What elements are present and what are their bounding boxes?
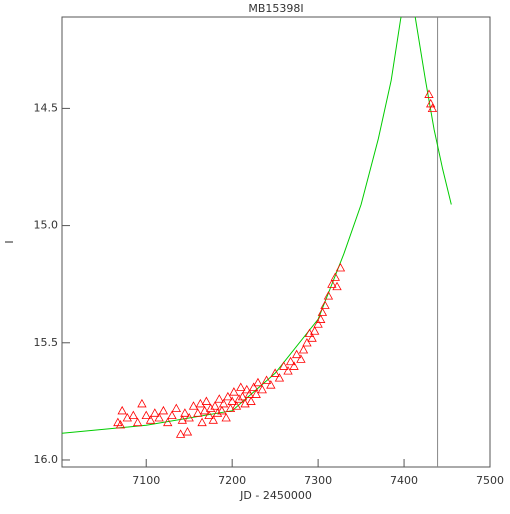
data-point [184,412,194,422]
data-point [330,272,340,281]
x-tick-label: 7400 [390,474,418,487]
y-tick-label: 14.5 [34,101,59,114]
data-point [188,401,199,410]
data-point [270,368,280,377]
data-point [208,415,218,424]
data-point [154,412,164,422]
data-point [171,403,181,413]
data-point [204,410,214,420]
data-point [122,412,132,422]
data-point [234,394,244,403]
data-point [283,366,293,375]
x-tick-label: 7100 [132,474,160,487]
plot-frame [61,16,491,468]
data-point [307,333,317,342]
data-point [248,382,259,391]
x-tick-label: 7300 [304,474,332,487]
data-point [212,408,223,417]
data-point [231,401,242,410]
data-point [335,262,346,272]
data-point [214,394,224,403]
data-point [289,361,299,370]
data-point [115,419,126,429]
data-point [274,373,285,382]
y-tick-label: 16.0 [34,453,59,466]
data-point [229,387,239,396]
data-point [218,398,229,408]
data-point [332,281,342,291]
data-point [242,384,252,394]
data-point [320,300,330,309]
data-point [261,375,272,384]
data-point [246,396,256,405]
data-point [302,337,312,347]
data-point [285,356,296,366]
y-tick-label: 15.0 [34,219,59,232]
data-point [251,389,261,398]
chart-title: MB15398I [248,2,303,15]
data-point [253,377,263,387]
data-point [257,384,267,394]
data-point [291,349,302,359]
data-point [309,326,320,335]
data-point [206,403,216,413]
data-point [298,344,309,354]
data-point [193,408,203,417]
data-point [296,354,306,363]
data-point [197,417,207,427]
data-point [199,405,210,415]
data-point [327,279,337,288]
y-tick-label: 15.5 [34,336,59,349]
data-point [236,382,246,391]
data-point [137,398,147,408]
data-point [210,401,220,410]
data-point [313,319,323,328]
data-point [177,415,188,424]
data-point [223,391,233,401]
data-point [427,103,438,113]
data-point [132,417,143,427]
data-point [163,417,173,427]
data-point [201,396,212,405]
x-axis-label: JD - 2450000 [239,489,312,502]
data-point [227,396,237,405]
data-point [266,380,276,389]
data-point [323,291,334,300]
data-point [158,405,169,415]
data-point [424,89,434,98]
data-point [237,391,248,401]
data-point [279,361,289,370]
data-point [221,412,231,422]
data-point [240,398,250,408]
data-point [167,410,177,420]
data-point [117,405,127,415]
plot-area [62,17,452,467]
data-point [150,408,160,417]
data-point [175,429,186,438]
data-point [141,410,151,420]
data-point [128,410,139,420]
x-tick-label: 7500 [476,474,504,487]
data-point [180,408,190,417]
data-point [182,427,193,436]
data-point [317,307,328,316]
data-point [195,398,206,408]
data-point [225,403,236,413]
data-point [316,314,326,323]
y-axis-label: I [3,240,16,243]
data-point [217,405,227,415]
x-tick-label: 7200 [218,474,246,487]
data-point [145,415,156,424]
data-point [244,389,255,398]
